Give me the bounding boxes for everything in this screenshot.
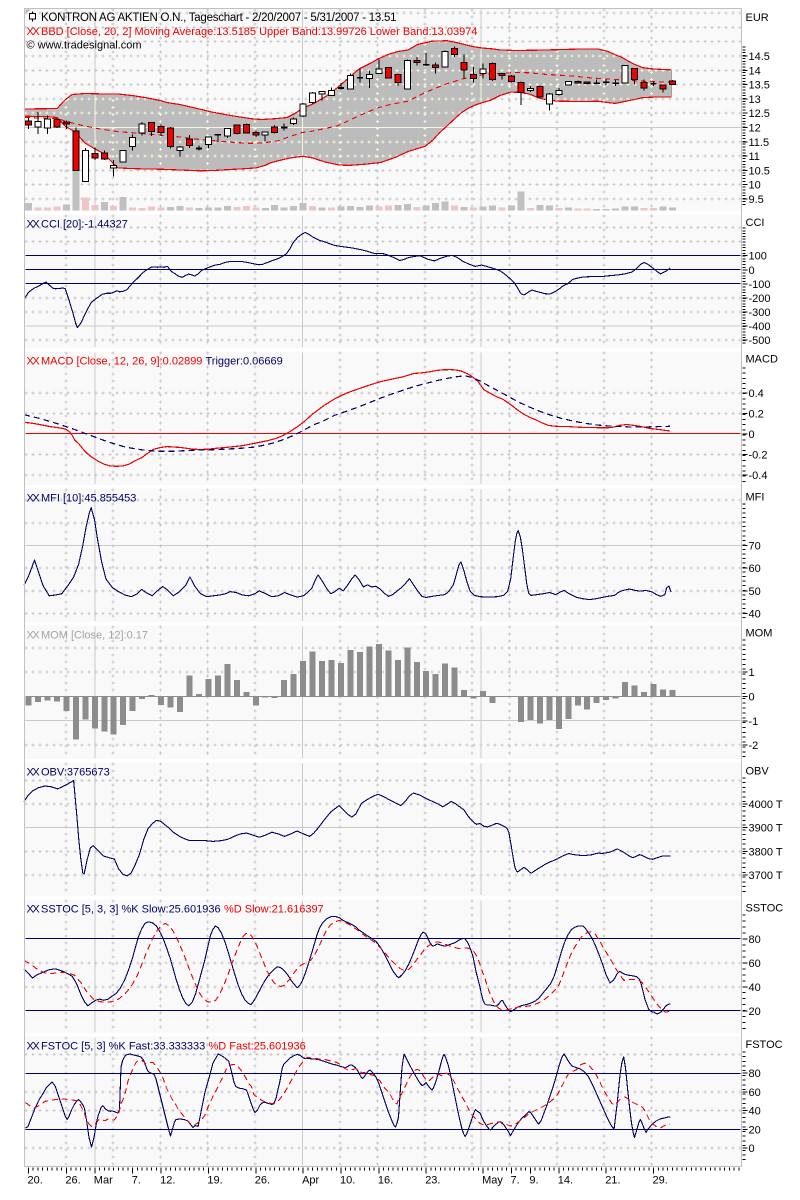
svg-text:May: May bbox=[482, 1175, 503, 1187]
svg-text:20: 20 bbox=[749, 1006, 761, 1018]
svg-text:0.2: 0.2 bbox=[749, 408, 764, 420]
svg-text:-2: -2 bbox=[749, 740, 759, 752]
svg-text:XX: XX bbox=[27, 493, 41, 505]
svg-text:%D Fast:25.601936: %D Fast:25.601936 bbox=[209, 1041, 306, 1053]
svg-text:XX: XX bbox=[27, 26, 41, 38]
svg-text:7.: 7. bbox=[511, 1175, 520, 1187]
svg-text:80: 80 bbox=[749, 934, 761, 946]
svg-text:21.: 21. bbox=[605, 1175, 620, 1187]
svg-text:-300: -300 bbox=[749, 307, 771, 319]
svg-text:40: 40 bbox=[749, 982, 761, 994]
svg-text:23.: 23. bbox=[425, 1175, 440, 1187]
svg-text:7.: 7. bbox=[132, 1175, 141, 1187]
svg-text:FSTOC: FSTOC bbox=[746, 1039, 783, 1051]
svg-text:FSTOC [5, 3] %K Fast:33.333333: FSTOC [5, 3] %K Fast:33.333333 bbox=[41, 1041, 205, 1053]
svg-text:0.4: 0.4 bbox=[749, 388, 764, 400]
svg-text:CCI [20]:-1.44327: CCI [20]:-1.44327 bbox=[41, 219, 128, 231]
svg-text:XX: XX bbox=[27, 219, 41, 231]
svg-text:40: 40 bbox=[749, 609, 761, 621]
svg-text:3700 T: 3700 T bbox=[749, 870, 783, 882]
svg-text:9.: 9. bbox=[529, 1175, 538, 1187]
svg-text:11: 11 bbox=[749, 151, 760, 163]
svg-text:10: 10 bbox=[749, 180, 761, 192]
svg-text:40: 40 bbox=[749, 1106, 761, 1118]
svg-text:11.5: 11.5 bbox=[749, 137, 770, 149]
svg-text:26.: 26. bbox=[255, 1175, 270, 1187]
svg-text:0: 0 bbox=[749, 692, 755, 704]
svg-text:60: 60 bbox=[749, 958, 761, 970]
svg-text:4000 T: 4000 T bbox=[749, 799, 783, 811]
svg-text:OBV:3765673: OBV:3765673 bbox=[41, 767, 110, 779]
svg-text:XX: XX bbox=[27, 630, 41, 642]
svg-text:12.: 12. bbox=[160, 1175, 175, 1187]
svg-text:XX: XX bbox=[27, 1041, 41, 1053]
svg-text:MOM: MOM bbox=[746, 628, 773, 640]
svg-text:12.5: 12.5 bbox=[749, 108, 770, 120]
svg-text:SSTOC [5, 3, 3] %K Slow:25.601: SSTOC [5, 3, 3] %K Slow:25.601936 bbox=[41, 904, 221, 916]
svg-text:80: 80 bbox=[749, 1068, 761, 1080]
svg-text:MFI: MFI bbox=[746, 492, 765, 504]
svg-text:MACD [Close, 12, 26, 9]:0.0289: MACD [Close, 12, 26, 9]:0.02899 bbox=[41, 356, 202, 368]
svg-text:29.: 29. bbox=[653, 1175, 668, 1187]
svg-text:100: 100 bbox=[749, 251, 767, 263]
svg-text:MOM [Close, 12]:0.17: MOM [Close, 12]:0.17 bbox=[41, 630, 148, 642]
svg-text:KONTRON AG AKTIEN O.N., Tagesc: KONTRON AG AKTIEN O.N., Tageschart - 2/2… bbox=[41, 12, 396, 24]
svg-text:0: 0 bbox=[749, 265, 755, 277]
svg-text:60: 60 bbox=[749, 563, 761, 575]
svg-text:70: 70 bbox=[749, 541, 761, 553]
svg-text:Apr: Apr bbox=[302, 1175, 319, 1187]
svg-text:14.: 14. bbox=[558, 1175, 573, 1187]
svg-text:-0.4: -0.4 bbox=[749, 470, 768, 482]
svg-text:-400: -400 bbox=[749, 321, 771, 333]
svg-text:BBD [Close, 20, 2] Moving Aver: BBD [Close, 20, 2] Moving Average:13.518… bbox=[41, 26, 477, 38]
svg-text:-500: -500 bbox=[749, 335, 771, 347]
svg-text:-1: -1 bbox=[749, 716, 759, 728]
svg-text:OBV: OBV bbox=[746, 766, 770, 778]
svg-text:0: 0 bbox=[749, 429, 755, 441]
svg-text:16.: 16. bbox=[378, 1175, 393, 1187]
svg-text:12: 12 bbox=[749, 123, 761, 135]
svg-text:14: 14 bbox=[749, 65, 761, 77]
svg-text:26.: 26. bbox=[65, 1175, 80, 1187]
svg-text:1: 1 bbox=[749, 667, 755, 679]
svg-text:XX: XX bbox=[27, 904, 41, 916]
svg-text:-200: -200 bbox=[749, 293, 771, 305]
svg-text:EUR: EUR bbox=[746, 12, 769, 24]
svg-text:20: 20 bbox=[749, 1124, 761, 1136]
svg-text:SSTOC: SSTOC bbox=[746, 903, 784, 915]
svg-text:13.5: 13.5 bbox=[749, 80, 770, 92]
svg-text:60: 60 bbox=[749, 1087, 761, 1099]
svg-text:9.5: 9.5 bbox=[749, 194, 764, 206]
svg-text:10.: 10. bbox=[340, 1175, 355, 1187]
svg-text:XX: XX bbox=[27, 356, 41, 368]
svg-text:MFI [10]:45.855453: MFI [10]:45.855453 bbox=[41, 493, 136, 505]
svg-text:Trigger:0.06669: Trigger:0.06669 bbox=[206, 356, 283, 368]
svg-text:XX: XX bbox=[27, 767, 41, 779]
svg-text:MACD: MACD bbox=[746, 354, 778, 366]
svg-text:50: 50 bbox=[749, 586, 761, 598]
svg-text:13: 13 bbox=[749, 94, 761, 106]
svg-text:0: 0 bbox=[749, 1143, 755, 1155]
svg-text:© www.tradesignal.com: © www.tradesignal.com bbox=[27, 40, 142, 52]
svg-text:3800 T: 3800 T bbox=[749, 846, 783, 858]
svg-text:-100: -100 bbox=[749, 279, 771, 291]
svg-text:3900 T: 3900 T bbox=[749, 823, 783, 835]
svg-text:-0.2: -0.2 bbox=[749, 450, 768, 462]
svg-text:%D Slow:21.616397: %D Slow:21.616397 bbox=[224, 904, 324, 916]
svg-text:20.: 20. bbox=[28, 1175, 43, 1187]
svg-text:19.: 19. bbox=[207, 1175, 222, 1187]
svg-text:14.5: 14.5 bbox=[749, 51, 770, 63]
svg-text:CCI: CCI bbox=[746, 217, 765, 229]
svg-text:Mar: Mar bbox=[94, 1175, 113, 1187]
svg-text:10.5: 10.5 bbox=[749, 165, 770, 177]
